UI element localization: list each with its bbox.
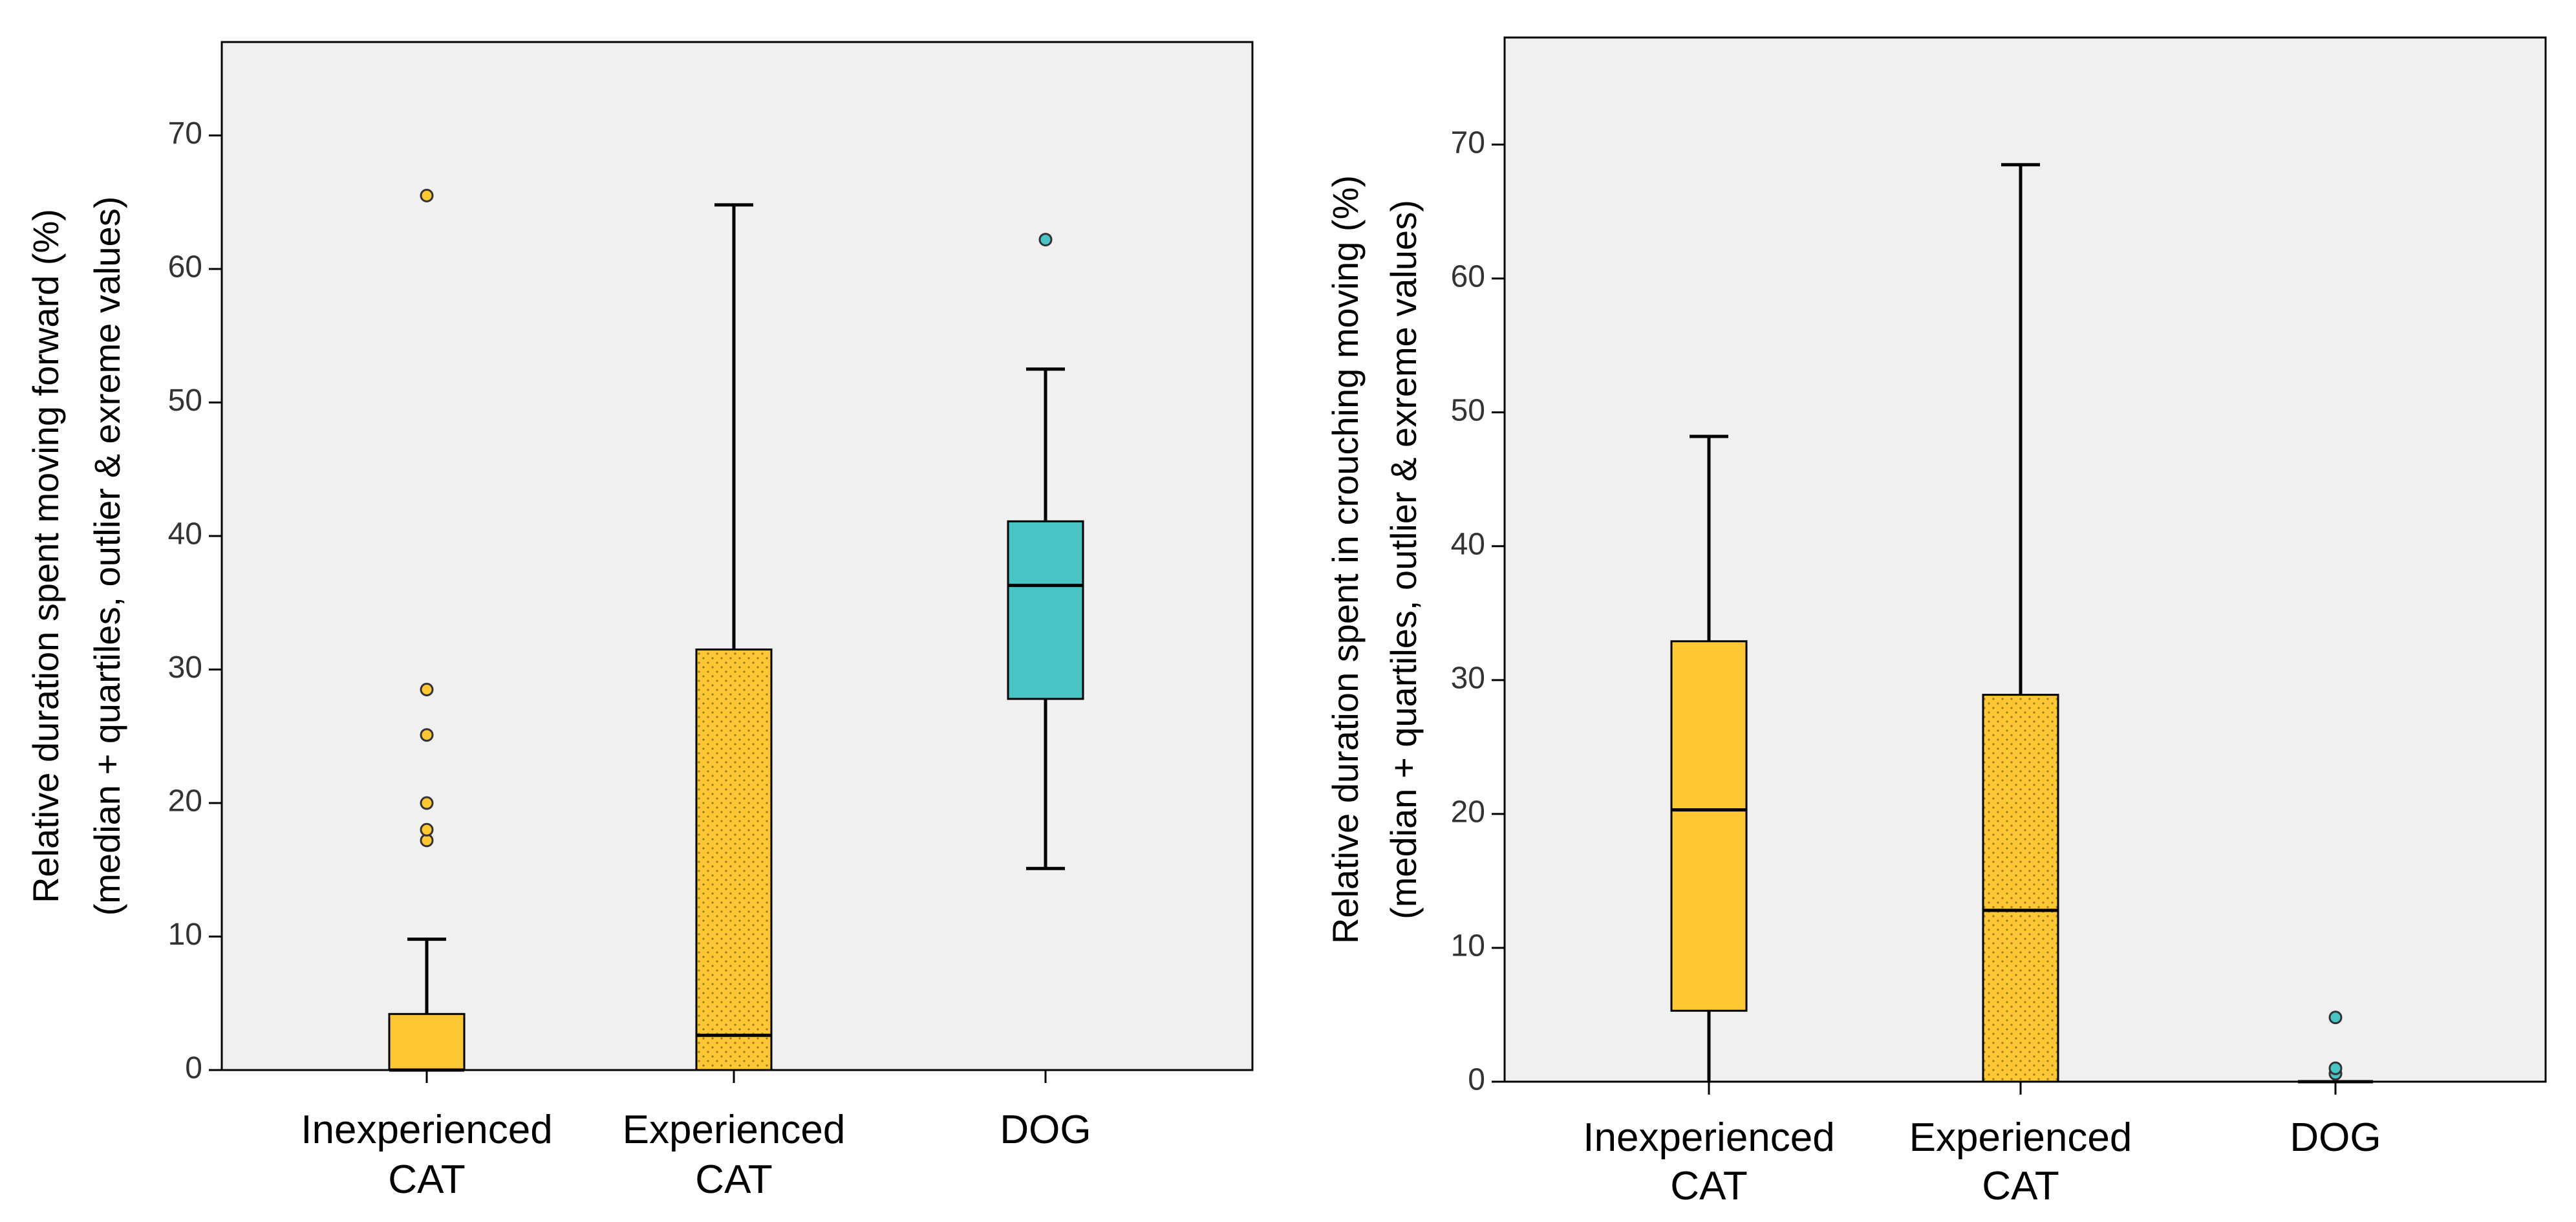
y-tick-label: 40 [168, 517, 202, 552]
box [1982, 694, 2059, 1083]
y-tick-label: 70 [168, 116, 202, 151]
y-tick-label: 20 [168, 784, 202, 819]
outlier-point [420, 188, 434, 202]
y-tick-label: 0 [1468, 1063, 1485, 1097]
category-label: DOG [2290, 1115, 2381, 1160]
outlier-point [420, 728, 434, 742]
category-label: Experienced [623, 1108, 846, 1152]
category-label: Inexperienced [301, 1108, 553, 1152]
y-axis-label: Relative duration spent in crouching mov… [1325, 175, 1366, 944]
y-axis-label-subtitle: (median + quartiles, outlier & exreme va… [1383, 200, 1424, 919]
y-tick-label: 20 [1451, 795, 1485, 830]
y-tick-label: 50 [1451, 393, 1485, 427]
box [388, 1013, 466, 1071]
category-label: Experienced [1909, 1115, 2132, 1160]
y-tick-label: 0 [185, 1051, 202, 1086]
box [695, 649, 773, 1071]
box [1007, 520, 1084, 700]
category-label: Inexperienced [1583, 1115, 1835, 1160]
y-tick-label: 30 [168, 650, 202, 685]
y-tick-label: 50 [168, 383, 202, 418]
outlier-point [1038, 233, 1053, 247]
outlier-point [420, 822, 434, 837]
y-tick-label: 60 [168, 250, 202, 284]
chart-moving-forward: 0 10 20 30 40 50 60 70 Relative duration spent m… [25, 41, 1254, 1202]
y-tick-label: 10 [168, 917, 202, 952]
chart-crouching-moving: 0 10 20 30 40 50 60 70 Relative duration spent i… [1325, 36, 2547, 1208]
y-tick-label: 60 [1451, 259, 1485, 294]
y-tick-label: 30 [1451, 661, 1485, 696]
category-label-line2: CAT [695, 1157, 772, 1202]
box [1670, 640, 1748, 1012]
outlier-point [2328, 1061, 2343, 1075]
outlier-point [2328, 1011, 2343, 1025]
y-axis-label: Relative duration spent moving forward (… [25, 209, 66, 903]
category-label-line2: CAT [388, 1157, 465, 1202]
y-axis-label-subtitle: (median + quartiles, outlier & exreme va… [87, 197, 127, 916]
category-label: DOG [1000, 1108, 1091, 1152]
y-tick-label: 40 [1451, 527, 1485, 561]
category-label-line2: CAT [1982, 1164, 2059, 1208]
outlier-point [420, 796, 434, 810]
y-tick-label: 10 [1451, 929, 1485, 963]
category-label-line2: CAT [1670, 1164, 1747, 1208]
y-tick-label: 70 [1451, 125, 1485, 160]
outlier-point [420, 682, 434, 696]
